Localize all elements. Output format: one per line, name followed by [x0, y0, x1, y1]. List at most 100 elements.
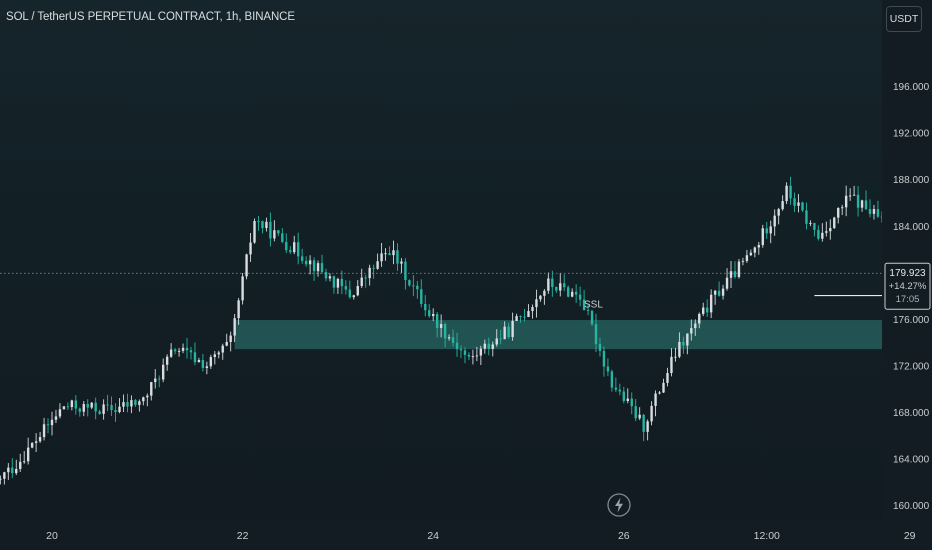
candle-body — [86, 404, 89, 408]
candle-body — [26, 447, 30, 462]
candle-body — [634, 406, 637, 419]
candle-body — [825, 231, 828, 233]
candle-body — [380, 253, 383, 262]
candle-body — [582, 299, 586, 311]
current-price-change: +14.27% — [889, 281, 927, 292]
candle-body — [34, 441, 38, 443]
candle-body — [606, 366, 610, 372]
candle-body — [817, 229, 820, 239]
candle-body — [475, 355, 479, 357]
y-tick-label: 184.000 — [893, 222, 930, 233]
candle-body — [146, 395, 149, 398]
candle-body — [408, 280, 411, 286]
candle-body — [690, 328, 693, 334]
candle-body — [122, 402, 125, 407]
candle-body — [233, 318, 236, 336]
candle-body — [618, 389, 622, 392]
candle-body — [702, 307, 705, 314]
candle-body — [400, 261, 403, 264]
candle-body — [332, 276, 336, 288]
candle-body — [293, 242, 296, 253]
candle-body — [364, 277, 367, 279]
candle-body — [725, 277, 729, 289]
candle-body — [281, 233, 284, 242]
candle-body — [388, 253, 391, 256]
candle-body — [428, 310, 431, 317]
candle-body — [574, 291, 578, 295]
candle-body — [261, 221, 264, 229]
candle-body — [709, 294, 713, 313]
candle-body — [197, 360, 201, 363]
candle-body — [670, 356, 673, 373]
candle-body — [614, 387, 618, 390]
y-tick-label: 188.000 — [893, 175, 930, 186]
candle-body — [559, 283, 562, 291]
candle-body — [590, 310, 594, 325]
chart-title: SOL / TetherUS PERPETUAL CONTRACT, 1h, B… — [6, 11, 295, 23]
candle-body — [336, 278, 340, 288]
candle-body — [678, 341, 681, 357]
candle-body — [158, 378, 161, 380]
candle-body — [209, 357, 213, 367]
candle-body — [62, 406, 66, 410]
candle-body — [551, 278, 554, 288]
candle-body — [813, 222, 816, 230]
lightning-icon[interactable] — [606, 492, 632, 518]
candle-body — [58, 409, 62, 417]
candle-body — [578, 294, 582, 300]
candle-body — [150, 382, 153, 396]
candle-body — [328, 276, 332, 279]
candle-body — [221, 345, 224, 353]
candle-body — [749, 252, 753, 256]
candle-body — [114, 410, 117, 413]
candle-body — [154, 378, 157, 383]
candle-body — [312, 260, 316, 272]
candle-body — [296, 242, 300, 257]
candle-body — [622, 391, 625, 402]
candle-body — [110, 405, 113, 411]
y-tick-label: 176.000 — [893, 315, 930, 326]
candle-body — [733, 271, 737, 278]
candle-body — [368, 267, 371, 279]
candle-body — [82, 404, 85, 412]
candle-body — [523, 316, 526, 318]
x-tick-label: 12:00 — [754, 530, 780, 542]
candle-body — [757, 245, 761, 248]
ssl-label: SSL — [584, 300, 603, 311]
candle-body — [412, 285, 415, 287]
candle-body — [602, 350, 606, 367]
candle-body — [737, 261, 741, 278]
currency-button[interactable]: USDT — [886, 6, 922, 32]
candle-body — [201, 360, 205, 368]
candle-body — [447, 337, 451, 339]
current-price-value: 179.923 — [889, 268, 926, 279]
candle-body — [761, 228, 764, 246]
candle-body — [435, 314, 439, 328]
candle-body — [38, 437, 42, 442]
candle-body — [785, 185, 788, 202]
candle-body — [134, 400, 137, 405]
candle-body — [396, 250, 399, 264]
candle-body — [721, 288, 725, 296]
candle-body — [7, 467, 10, 473]
y-tick-label: 196.000 — [893, 82, 930, 93]
candle-body — [872, 209, 876, 214]
candle-body — [531, 307, 534, 312]
candle-body — [253, 221, 256, 243]
candle-body — [547, 278, 550, 291]
candle-body — [741, 260, 745, 262]
candle-body — [705, 307, 709, 313]
candle-body — [626, 398, 629, 402]
candle-body — [765, 228, 768, 234]
candle-body — [666, 372, 669, 383]
candle-body — [130, 400, 133, 407]
x-tick-label: 20 — [46, 530, 58, 542]
demand-zone[interactable] — [234, 320, 932, 350]
time-axis[interactable] — [0, 520, 882, 550]
candle-body — [205, 366, 209, 368]
candle-body — [773, 215, 776, 227]
candle-body — [686, 333, 689, 346]
candle-body — [169, 349, 173, 357]
